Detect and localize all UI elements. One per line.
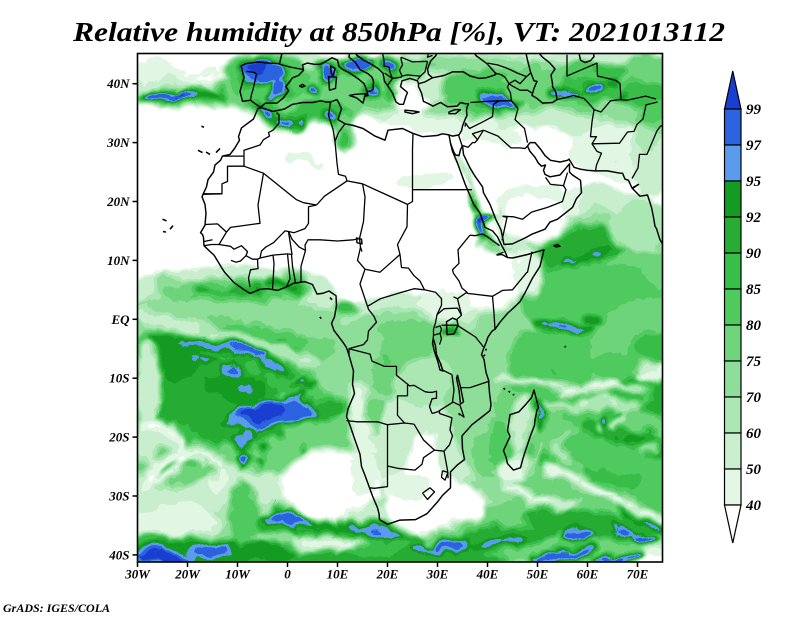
svg-text:30E: 30E: [426, 567, 449, 582]
svg-text:20S: 20S: [108, 430, 129, 445]
svg-text:10N: 10N: [107, 253, 130, 268]
svg-text:60E: 60E: [577, 567, 599, 582]
svg-text:40: 40: [745, 498, 762, 514]
svg-text:85: 85: [746, 282, 762, 298]
svg-text:20W: 20W: [174, 567, 201, 582]
svg-text:30S: 30S: [108, 489, 129, 504]
svg-text:70E: 70E: [627, 567, 649, 582]
svg-text:40N: 40N: [106, 76, 130, 91]
svg-text:30W: 30W: [124, 567, 151, 582]
svg-text:50E: 50E: [527, 567, 549, 582]
svg-text:97: 97: [746, 138, 762, 154]
svg-text:90: 90: [746, 246, 762, 262]
svg-text:10W: 10W: [225, 567, 251, 582]
svg-text:Relative humidity at 850hPa [%: Relative humidity at 850hPa [%], VT: 202…: [72, 17, 725, 47]
svg-text:70: 70: [746, 390, 762, 406]
svg-text:30N: 30N: [106, 135, 130, 150]
svg-text:99: 99: [746, 102, 762, 118]
svg-text:10S: 10S: [109, 371, 129, 386]
svg-text:EQ: EQ: [110, 312, 130, 327]
svg-text:92: 92: [746, 210, 762, 226]
svg-text:75: 75: [746, 354, 762, 370]
svg-text:40S: 40S: [108, 547, 129, 562]
svg-text:50: 50: [746, 462, 762, 478]
svg-text:60: 60: [746, 426, 762, 442]
svg-text:20E: 20E: [376, 567, 399, 582]
svg-text:95: 95: [746, 174, 762, 190]
svg-text:80: 80: [746, 318, 762, 334]
svg-text:40E: 40E: [476, 567, 499, 582]
svg-text:20N: 20N: [106, 194, 130, 209]
svg-text:GrADS: IGES/COLA: GrADS: IGES/COLA: [3, 601, 110, 615]
svg-text:0: 0: [284, 567, 291, 582]
svg-text:10E: 10E: [327, 567, 349, 582]
